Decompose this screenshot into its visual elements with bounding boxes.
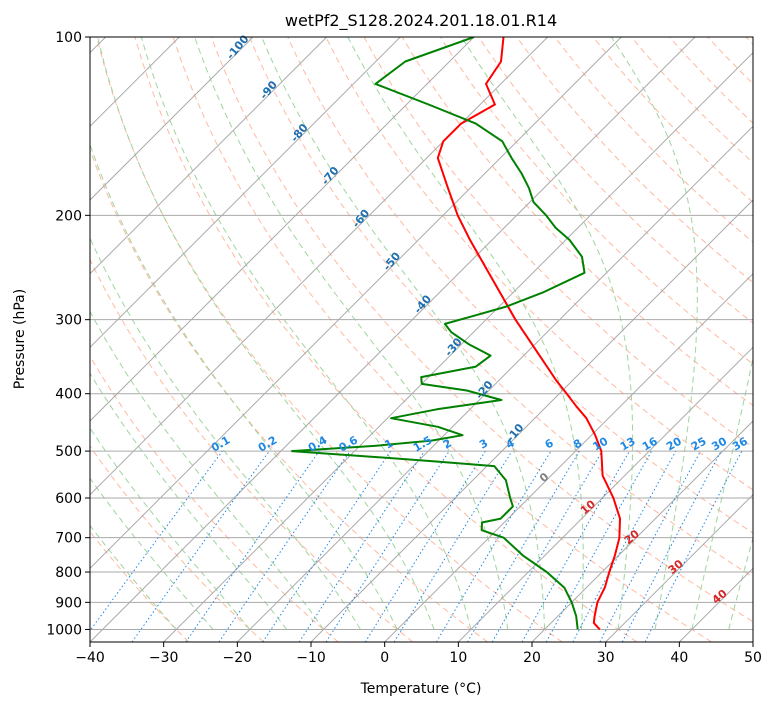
- y-tick-label: 900: [55, 595, 82, 611]
- y-tick-label: 1000: [46, 622, 82, 638]
- isotherm: [90, 37, 622, 570]
- dry-adiabat: [630, 37, 753, 164]
- dry-adiabat: [363, 37, 753, 448]
- y-tick-label: 300: [55, 313, 82, 329]
- dry-adiabat: [172, 37, 712, 642]
- y-tick-label: 100: [55, 30, 82, 46]
- y-tick-label: 500: [55, 444, 82, 460]
- isotherm: [163, 51, 753, 642]
- isotherm: [310, 199, 753, 642]
- dry-adiabat: [210, 37, 753, 623]
- x-tick-label: 40: [670, 650, 688, 666]
- x-tick-label: 20: [523, 650, 541, 666]
- mixing-ratio-line: [364, 450, 486, 642]
- dry-adiabat: [592, 37, 753, 203]
- x-tick-label: −40: [75, 650, 105, 666]
- isotherm: [90, 37, 696, 642]
- dry-adiabat: [134, 37, 638, 642]
- plot-frame: [89, 36, 754, 643]
- isotherm: [90, 37, 475, 422]
- dry-adiabat: [401, 37, 753, 406]
- moist-adiabat: [90, 477, 214, 630]
- y-tick-label: 200: [55, 208, 82, 224]
- y-tick-label: 800: [55, 565, 82, 581]
- mixing-ratio-line: [393, 450, 513, 642]
- isotherm: [384, 272, 753, 642]
- isotherm: [531, 420, 753, 642]
- x-tick-label: −10: [296, 650, 326, 666]
- mixing-ratio-line: [131, 450, 270, 642]
- moist-adiabat: [194, 37, 509, 630]
- dry-adiabat: [516, 37, 753, 284]
- moist-adiabat: [90, 372, 288, 630]
- mixing-ratio-line: [185, 450, 320, 642]
- mixing-ratio-line: [90, 450, 223, 632]
- moist-adiabat: [610, 37, 698, 630]
- moist-adiabat: [90, 427, 251, 630]
- mixing-ratio-line: [491, 450, 603, 642]
- moist-adiabat: [261, 37, 546, 630]
- moist-adiabat: [728, 536, 753, 630]
- isotherm: [90, 37, 254, 201]
- dry-adiabat: [478, 37, 753, 324]
- x-tick-label: −20: [223, 650, 253, 666]
- y-tick-label: 700: [55, 531, 82, 547]
- isotherm: [605, 493, 753, 642]
- x-tick-label: 30: [597, 650, 615, 666]
- moist-adiabat: [691, 355, 753, 630]
- mixing-ratio-line: [572, 450, 677, 642]
- mixing-ratio-line: [521, 450, 630, 642]
- mixing-ratio-line: [467, 450, 580, 642]
- dry-adiabat: [325, 37, 753, 491]
- moist-adiabat: [90, 310, 324, 630]
- profile-lines: [290, 37, 621, 631]
- x-axis-label: Temperature (°C): [360, 681, 482, 697]
- temperature-profile: [436, 37, 621, 631]
- dewpoint-profile: [290, 37, 586, 630]
- moist-adiabat: [347, 37, 584, 630]
- mixing-ratio-line: [218, 450, 351, 642]
- moist-adiabat: [97, 37, 435, 630]
- x-tick-label: 10: [449, 650, 467, 666]
- dry-adiabat: [287, 37, 753, 534]
- x-axis: −40 −30 −20 −10 0 10 20 30 40 50: [75, 642, 762, 666]
- dry-adiabat: [90, 258, 414, 642]
- chart-title: wetPf2_S128.2024.201.18.01.R14: [285, 11, 557, 31]
- y-axis-label: Pressure (hPa): [12, 289, 28, 389]
- x-tick-label: 0: [380, 650, 389, 666]
- y-axis: 100 200 300 400 500 600 700 800 900 1000: [46, 30, 90, 638]
- isotherm: [457, 346, 753, 642]
- isotherm: [236, 125, 753, 642]
- mixing-ratio-line: [545, 450, 653, 642]
- y-tick-label: 400: [55, 387, 82, 403]
- isotherm: [90, 37, 328, 275]
- isotherm: [90, 37, 401, 349]
- mixing-ratio-line: [435, 450, 552, 642]
- x-tick-label: 50: [744, 650, 762, 666]
- moist-adiabat: [140, 37, 472, 630]
- background-lines: [90, 37, 753, 642]
- moist-adiabat: [90, 236, 361, 630]
- mixing-ratio-line: [325, 450, 450, 642]
- moist-adiabat: [90, 524, 177, 630]
- x-tick-label: −30: [149, 650, 179, 666]
- dry-adiabat: [90, 445, 264, 642]
- y-tick-label: 600: [55, 491, 82, 507]
